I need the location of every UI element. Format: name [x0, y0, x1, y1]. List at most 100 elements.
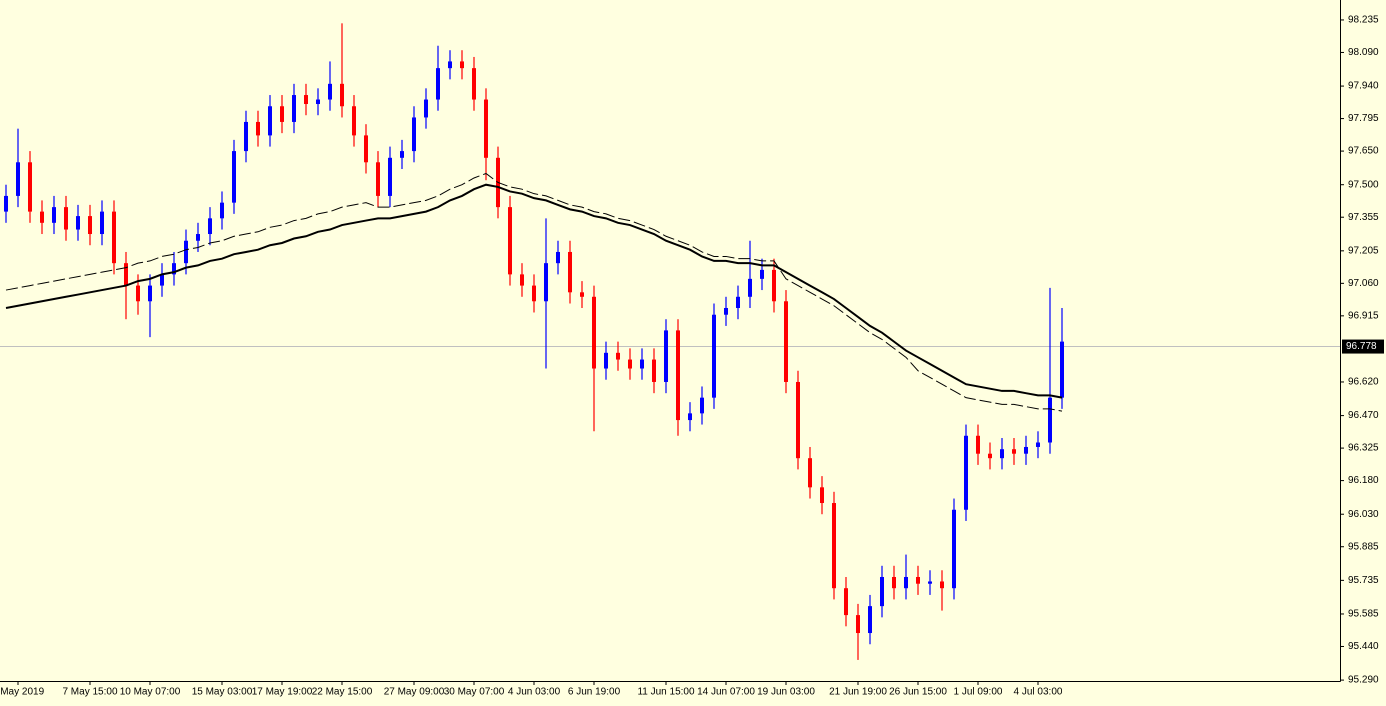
y-tick-label: 97.355 [1348, 212, 1379, 223]
candle-body [472, 68, 476, 100]
candle-body [904, 576, 908, 589]
candle-body [280, 106, 284, 122]
x-tick-label: 11 Jun 15:00 [637, 687, 695, 698]
candle-body [796, 381, 800, 459]
x-tick-label: 17 May 19:00 [252, 687, 313, 698]
candle-body [316, 99, 320, 105]
x-tick-label: 21 Jun 19:00 [829, 687, 887, 698]
x-tick-label: 1 Jul 09:00 [954, 687, 1003, 698]
y-tick-label: 96.915 [1348, 310, 1379, 321]
x-tick-label: 10 May 07:00 [120, 687, 181, 698]
y-tick-label: 95.585 [1348, 609, 1379, 620]
y-tick-label: 98.235 [1348, 15, 1379, 26]
x-tick-label: 14 Jun 07:00 [697, 687, 755, 698]
candle-body [688, 413, 692, 421]
x-tick-label: 4 Jun 03:00 [508, 687, 561, 698]
current-price-label: 96.778 [1346, 341, 1377, 352]
candle-body [808, 458, 812, 488]
x-tick-label: 30 May 07:00 [444, 687, 505, 698]
candle-body [376, 162, 380, 196]
y-tick-label: 97.500 [1348, 179, 1379, 190]
candle-body [916, 576, 920, 584]
candle-body [724, 307, 728, 315]
candle-body [40, 211, 44, 223]
candle-body [364, 135, 368, 163]
candle-body [244, 121, 248, 152]
y-tick-label: 97.205 [1348, 245, 1379, 256]
y-tick-label: 97.940 [1348, 81, 1379, 92]
candle-body [952, 509, 956, 589]
x-tick-label: 26 Jun 15:00 [889, 687, 947, 698]
candle-body [520, 274, 524, 286]
candle-body [628, 359, 632, 369]
candle-body [100, 211, 104, 235]
moving-average-line [5, 172, 1063, 412]
candle-body [820, 487, 824, 504]
y-tick-label: 95.440 [1348, 641, 1379, 652]
candle-body [124, 263, 128, 286]
candle-body [460, 61, 464, 69]
candle-body [388, 157, 392, 196]
candle-body [616, 352, 620, 360]
y-tick-label: 97.795 [1348, 113, 1379, 124]
candle-body [976, 435, 980, 454]
candle-body [844, 588, 848, 616]
candle-body [328, 83, 332, 100]
candle-body [1036, 442, 1040, 447]
candle-body [592, 296, 596, 369]
candle-body [436, 68, 440, 100]
candle-body [712, 314, 716, 398]
candle-body [256, 121, 260, 136]
current-price-box [1342, 339, 1384, 354]
y-tick-label: 96.030 [1348, 509, 1379, 520]
x-tick-label: 27 May 09:00 [384, 687, 445, 698]
candle-body [52, 207, 56, 223]
candle-body [412, 117, 416, 152]
candle-body [136, 285, 140, 302]
candle-body [736, 296, 740, 308]
candle-body [112, 211, 116, 264]
y-tick-label: 97.650 [1348, 146, 1379, 157]
candle-body [832, 503, 836, 589]
candle-body [160, 274, 164, 286]
x-tick-label: 7 May 15:00 [62, 687, 117, 698]
candle-body [868, 606, 872, 634]
candle-body [964, 435, 968, 510]
x-tick-label: 4 Jul 03:00 [1014, 687, 1063, 698]
candle-body [4, 195, 8, 212]
candle-body [772, 269, 776, 302]
candle-body [16, 162, 20, 196]
candle-body [196, 234, 200, 241]
candle-body [1048, 397, 1052, 443]
candle-body [784, 301, 788, 382]
candle-body [292, 95, 296, 122]
candle-body [568, 251, 572, 293]
candle-body [544, 263, 548, 302]
candle-body [424, 99, 428, 118]
candle-body [604, 352, 608, 369]
candle-body [304, 95, 308, 105]
y-tick-label: 96.470 [1348, 410, 1379, 421]
candle-body [760, 269, 764, 279]
y-tick-label: 95.290 [1348, 675, 1379, 686]
y-tick-label: 96.180 [1348, 475, 1379, 486]
moving-average-line [5, 183, 1063, 399]
candle-body [400, 151, 404, 158]
y-tick-label: 95.735 [1348, 575, 1379, 586]
y-tick-label: 97.060 [1348, 278, 1379, 289]
candle-body [448, 61, 452, 69]
candle-body [988, 453, 992, 459]
candle-body [1060, 341, 1064, 398]
y-tick-label: 98.090 [1348, 47, 1379, 58]
y-tick-label: 96.325 [1348, 443, 1379, 454]
candle-body [676, 330, 680, 421]
candle-body [940, 581, 944, 589]
candle-body [700, 397, 704, 414]
x-tick-label: 22 May 15:00 [312, 687, 373, 698]
candle-body [1012, 449, 1016, 454]
candle-body [652, 359, 656, 382]
candle-body [580, 292, 584, 297]
candle-body [208, 218, 212, 235]
